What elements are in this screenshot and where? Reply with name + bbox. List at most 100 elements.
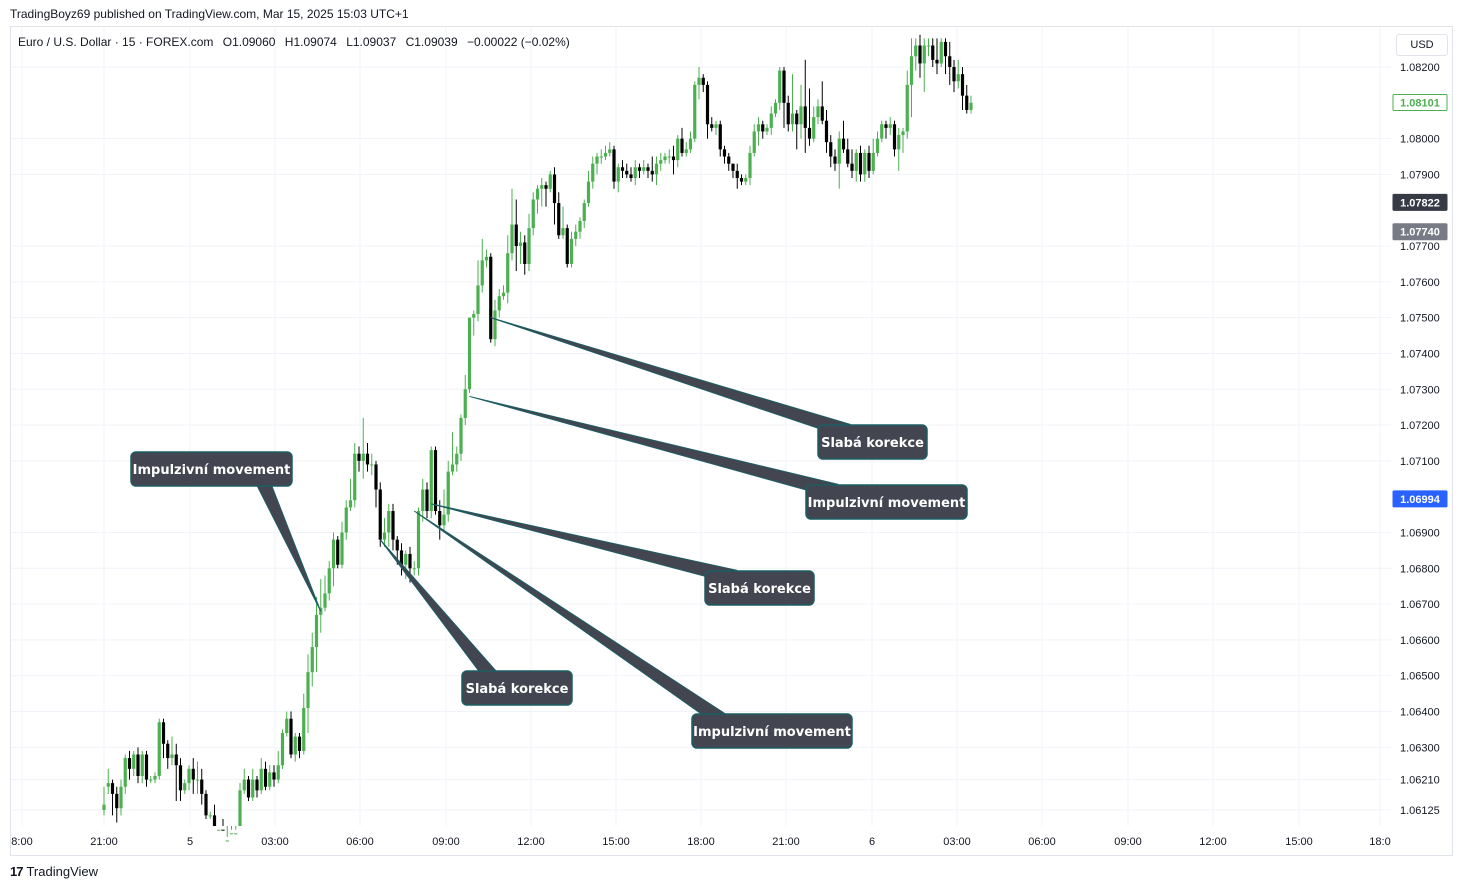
candle (195, 761, 200, 794)
candle-body (863, 152, 867, 175)
candle (816, 99, 820, 125)
candle-body (170, 754, 174, 759)
candle (149, 775, 153, 784)
candle (901, 127, 905, 153)
candle (374, 460, 378, 508)
time-label: 03:00 (943, 836, 971, 848)
candle (833, 149, 837, 171)
callout-box (805, 484, 968, 520)
candle-body (259, 768, 263, 791)
price-label: 1.06300 (1400, 742, 1440, 754)
candle (204, 790, 208, 819)
candle (484, 249, 489, 268)
candle (387, 503, 391, 547)
tradingview-brand[interactable]: 17 TradingView (10, 864, 98, 879)
candle-body (255, 779, 259, 791)
candle-body (625, 170, 629, 175)
candle-body (153, 775, 157, 780)
candle (744, 174, 748, 186)
candle (480, 238, 484, 293)
candle-body (858, 152, 863, 175)
candle-body (340, 532, 344, 565)
candle-body (688, 138, 693, 150)
callouts: Impulzivní movement Slabá korekce Slabá ko… (130, 317, 968, 749)
currency-selector[interactable]: USD (1396, 34, 1448, 56)
candle-body (731, 163, 735, 171)
candle (884, 120, 888, 139)
price-label: 1.06125 (1400, 805, 1440, 817)
candle (782, 67, 786, 128)
candle (450, 432, 455, 476)
candle-body (446, 471, 450, 515)
candle (306, 654, 310, 734)
candle (136, 747, 140, 784)
candle (914, 38, 918, 71)
candle-body (659, 160, 663, 164)
price-label: 1.07100 (1400, 456, 1440, 468)
price-label: 1.06600 (1400, 635, 1440, 647)
candle (778, 67, 782, 110)
candle-body (960, 74, 965, 96)
candle-body (820, 106, 824, 121)
candle-body (306, 672, 310, 708)
callout-slaba-korekce: Slabá korekce (431, 503, 815, 606)
candle (659, 152, 663, 171)
candle-body (442, 514, 446, 526)
candle (965, 84, 969, 114)
candle-body (115, 793, 119, 809)
candle (467, 317, 472, 393)
candle-body (850, 163, 854, 171)
candle (140, 750, 144, 784)
candle-body (348, 500, 353, 508)
candle-body (127, 758, 132, 769)
candle (790, 74, 795, 132)
candle (731, 163, 735, 179)
candle (671, 145, 676, 175)
candle-body (897, 135, 901, 150)
candle-body (871, 152, 875, 171)
candle (544, 181, 548, 207)
candle (506, 235, 510, 304)
candle (518, 231, 523, 264)
candle (319, 579, 323, 633)
candle-body (217, 829, 221, 831)
candle (854, 149, 858, 182)
callout-pointer (379, 539, 499, 683)
candle-body (667, 156, 671, 158)
published-caption: TradingBoyz69 published on TradingView.c… (10, 7, 409, 21)
candle (654, 156, 659, 186)
candle-body (765, 127, 769, 132)
candle (773, 99, 778, 118)
candle (608, 142, 612, 157)
candle (705, 81, 710, 139)
candle (455, 446, 459, 472)
candle-body (561, 228, 565, 236)
candle (106, 768, 110, 794)
candle (892, 120, 897, 157)
candle (293, 733, 297, 762)
candle-body (416, 511, 421, 569)
candle (727, 152, 731, 171)
candle-body (701, 77, 705, 85)
time-label: 09:00 (1114, 836, 1142, 848)
candle (238, 783, 242, 826)
candle-body (654, 163, 659, 175)
candle-body (357, 453, 361, 461)
callout-label: Impulzivní movement (133, 463, 291, 478)
candle-body (752, 131, 756, 153)
candle (421, 478, 425, 522)
price-label: 1.07400 (1400, 348, 1440, 360)
candle-body (523, 242, 527, 264)
candle (765, 124, 769, 136)
candle-body (761, 124, 765, 132)
candle (637, 163, 642, 179)
candle-body (778, 70, 782, 103)
time-axis: 8:00 21:00 5 03:00 06:00 09:00 12:00 15:00 18:00… (11, 836, 1390, 848)
candle-body (102, 804, 106, 810)
time-label: 06:00 (1028, 836, 1056, 848)
candle-body (948, 56, 952, 67)
candle-body (943, 41, 948, 57)
candle (722, 145, 727, 164)
candle (123, 754, 127, 794)
